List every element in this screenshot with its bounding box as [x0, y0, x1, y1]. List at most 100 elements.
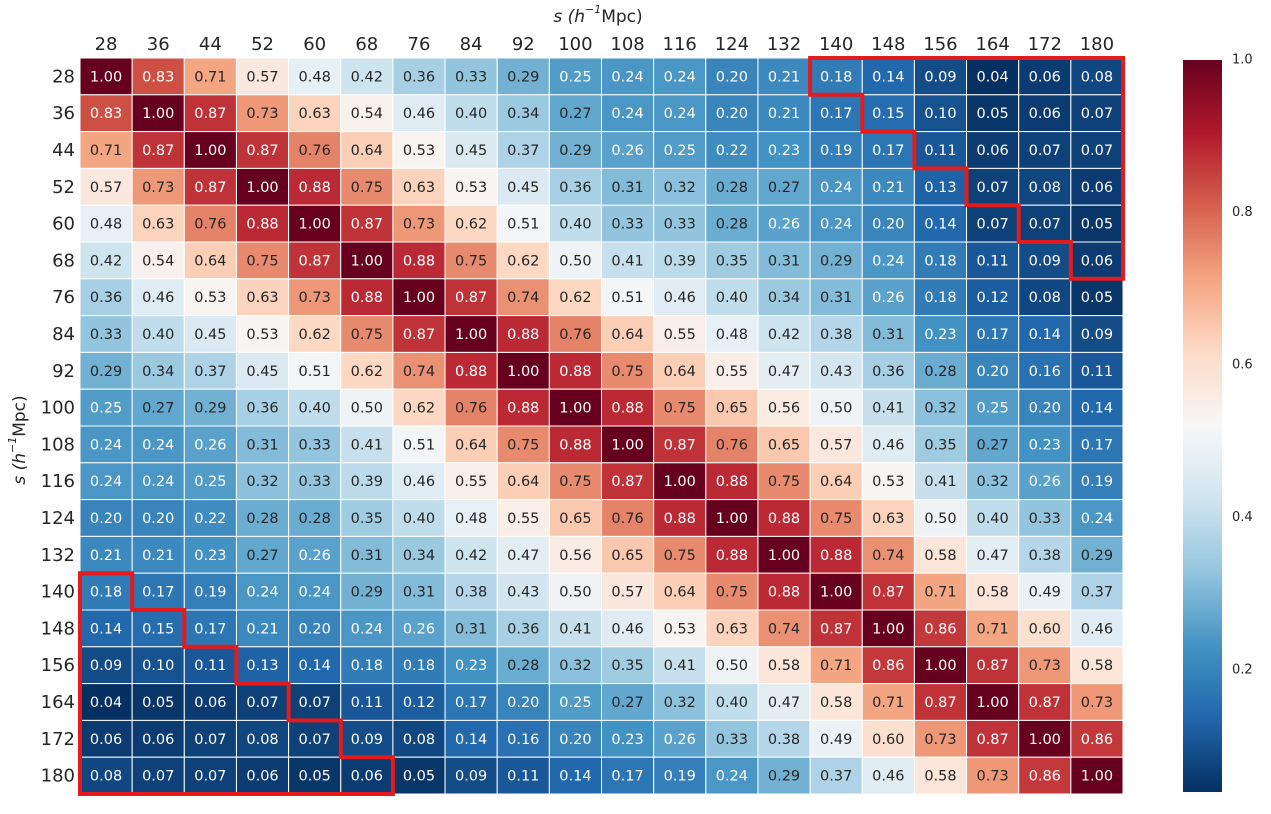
cell-value-label: 0.32 — [559, 658, 591, 674]
cell-value-label: 0.63 — [246, 290, 278, 306]
heatmap-cell — [392, 683, 446, 721]
heatmap-cell — [913, 462, 968, 501]
cell-value-label: 0.06 — [1029, 106, 1061, 122]
cell-value-label: 0.75 — [455, 253, 487, 269]
x-tick-label: 60 — [303, 34, 326, 55]
heatmap-cell — [1018, 499, 1072, 537]
cell-value-label: 0.48 — [455, 511, 487, 527]
heatmap-cell — [913, 683, 968, 721]
cell-value-label: 0.07 — [1081, 106, 1113, 122]
heatmap-cell — [496, 683, 550, 721]
heatmap-cell — [861, 131, 915, 169]
cell-value-label: 0.41 — [664, 658, 696, 674]
cell-value-label: 0.49 — [820, 732, 852, 748]
cell-value-label: 0.25 — [559, 69, 591, 85]
heatmap-cell — [288, 683, 342, 721]
cell-value-label: 0.71 — [924, 585, 956, 601]
cell-value-label: 0.88 — [507, 401, 539, 417]
cell-value-label: 0.76 — [611, 511, 643, 527]
heatmap-cell — [392, 278, 446, 317]
cell-value-label: 0.74 — [403, 364, 435, 380]
cell-value-label: 0.20 — [90, 511, 122, 527]
cell-value-label: 0.42 — [455, 548, 487, 564]
cell-value-label: 0.46 — [664, 290, 696, 306]
cell-value-label: 0.74 — [507, 290, 539, 306]
cell-value-label: 0.62 — [403, 401, 435, 417]
heatmap-cell — [966, 719, 1020, 758]
cell-value-label: 0.88 — [403, 253, 435, 269]
cell-value-label: 0.41 — [559, 621, 591, 637]
cell-value-label: 0.88 — [820, 548, 852, 564]
cell-value-label: 0.35 — [924, 437, 956, 453]
cell-value-label: 0.07 — [194, 769, 226, 785]
heatmap-cell — [913, 241, 968, 280]
x-tick-label: 124 — [715, 34, 749, 55]
cell-value-label: 1.00 — [611, 437, 643, 453]
cell-value-label: 0.24 — [90, 437, 122, 453]
heatmap-cell — [653, 719, 707, 758]
cell-value-label: 0.27 — [246, 548, 278, 564]
y-tick-label: 44 — [52, 140, 75, 161]
cell-value-label: 0.34 — [507, 106, 539, 122]
cell-value-label: 0.88 — [455, 364, 487, 380]
cell-value-label: 0.51 — [507, 217, 539, 233]
x-tick-label: 92 — [512, 34, 535, 55]
cell-value-label: 0.22 — [194, 511, 226, 527]
cell-value-label: 0.53 — [403, 143, 435, 159]
cell-value-label: 0.31 — [611, 180, 643, 196]
cell-value-label: 0.27 — [611, 695, 643, 711]
cell-value-label: 0.87 — [924, 695, 956, 711]
y-axis-label: s (h−1Mpc) — [6, 395, 30, 484]
cell-value-label: 0.48 — [299, 69, 331, 85]
y-tick-label: 148 — [41, 618, 75, 639]
cell-value-label: 0.73 — [246, 106, 278, 122]
cell-value-label: 0.20 — [1029, 401, 1061, 417]
heatmap-cell — [131, 756, 185, 795]
heatmap-cell — [913, 204, 968, 243]
cell-value-label: 0.24 — [142, 474, 174, 490]
cell-value-label: 0.41 — [924, 474, 956, 490]
cell-value-label: 0.64 — [351, 143, 383, 159]
cell-value-label: 1.00 — [1081, 769, 1113, 785]
cell-value-label: 0.88 — [507, 327, 539, 343]
heatmap-cell — [653, 351, 707, 390]
heatmap-cell — [392, 131, 446, 169]
heatmap-cell — [757, 388, 811, 427]
cell-value-label: 0.32 — [246, 474, 278, 490]
heatmap-cell — [131, 499, 185, 537]
cell-value-label: 0.51 — [403, 437, 435, 453]
cell-value-label: 0.42 — [90, 253, 122, 269]
colorbar-tick-label: 0.4 — [1232, 510, 1253, 525]
cell-value-label: 0.05 — [403, 769, 435, 785]
cell-value-label: 0.57 — [90, 180, 122, 196]
heatmap-cell — [1070, 609, 1124, 648]
y-tick-label: 180 — [41, 766, 75, 787]
cell-value-label: 0.73 — [976, 769, 1008, 785]
heatmap-cell — [235, 131, 290, 169]
heatmap-cell — [1070, 204, 1124, 243]
cell-value-label: 0.27 — [768, 180, 800, 196]
cell-value-label: 0.27 — [559, 106, 591, 122]
cell-value-label: 0.64 — [507, 474, 539, 490]
heatmap-cell — [496, 719, 550, 758]
cell-value-label: 0.23 — [194, 548, 226, 564]
cell-value-label: 0.40 — [716, 695, 748, 711]
cell-value-label: 0.63 — [403, 180, 435, 196]
heatmap-cell — [340, 167, 394, 206]
x-tick-label: 116 — [663, 34, 697, 55]
cell-value-label: 1.00 — [351, 253, 383, 269]
heatmap-cell — [757, 167, 811, 206]
heatmap-cell — [809, 204, 863, 243]
cell-value-label: 0.38 — [455, 585, 487, 601]
cell-value-label: 0.20 — [142, 511, 174, 527]
cell-value-label: 0.53 — [246, 327, 278, 343]
cell-value-label: 0.75 — [611, 364, 643, 380]
heatmap-cell — [861, 241, 915, 280]
heatmap-cell — [705, 756, 759, 795]
heatmap-cell — [183, 204, 237, 243]
heatmap-cell — [235, 499, 290, 537]
cell-value-label: 0.40 — [559, 217, 591, 233]
cell-value-label: 0.19 — [1081, 474, 1113, 490]
cell-value-label: 0.34 — [403, 548, 435, 564]
cell-value-label: 0.21 — [872, 180, 904, 196]
